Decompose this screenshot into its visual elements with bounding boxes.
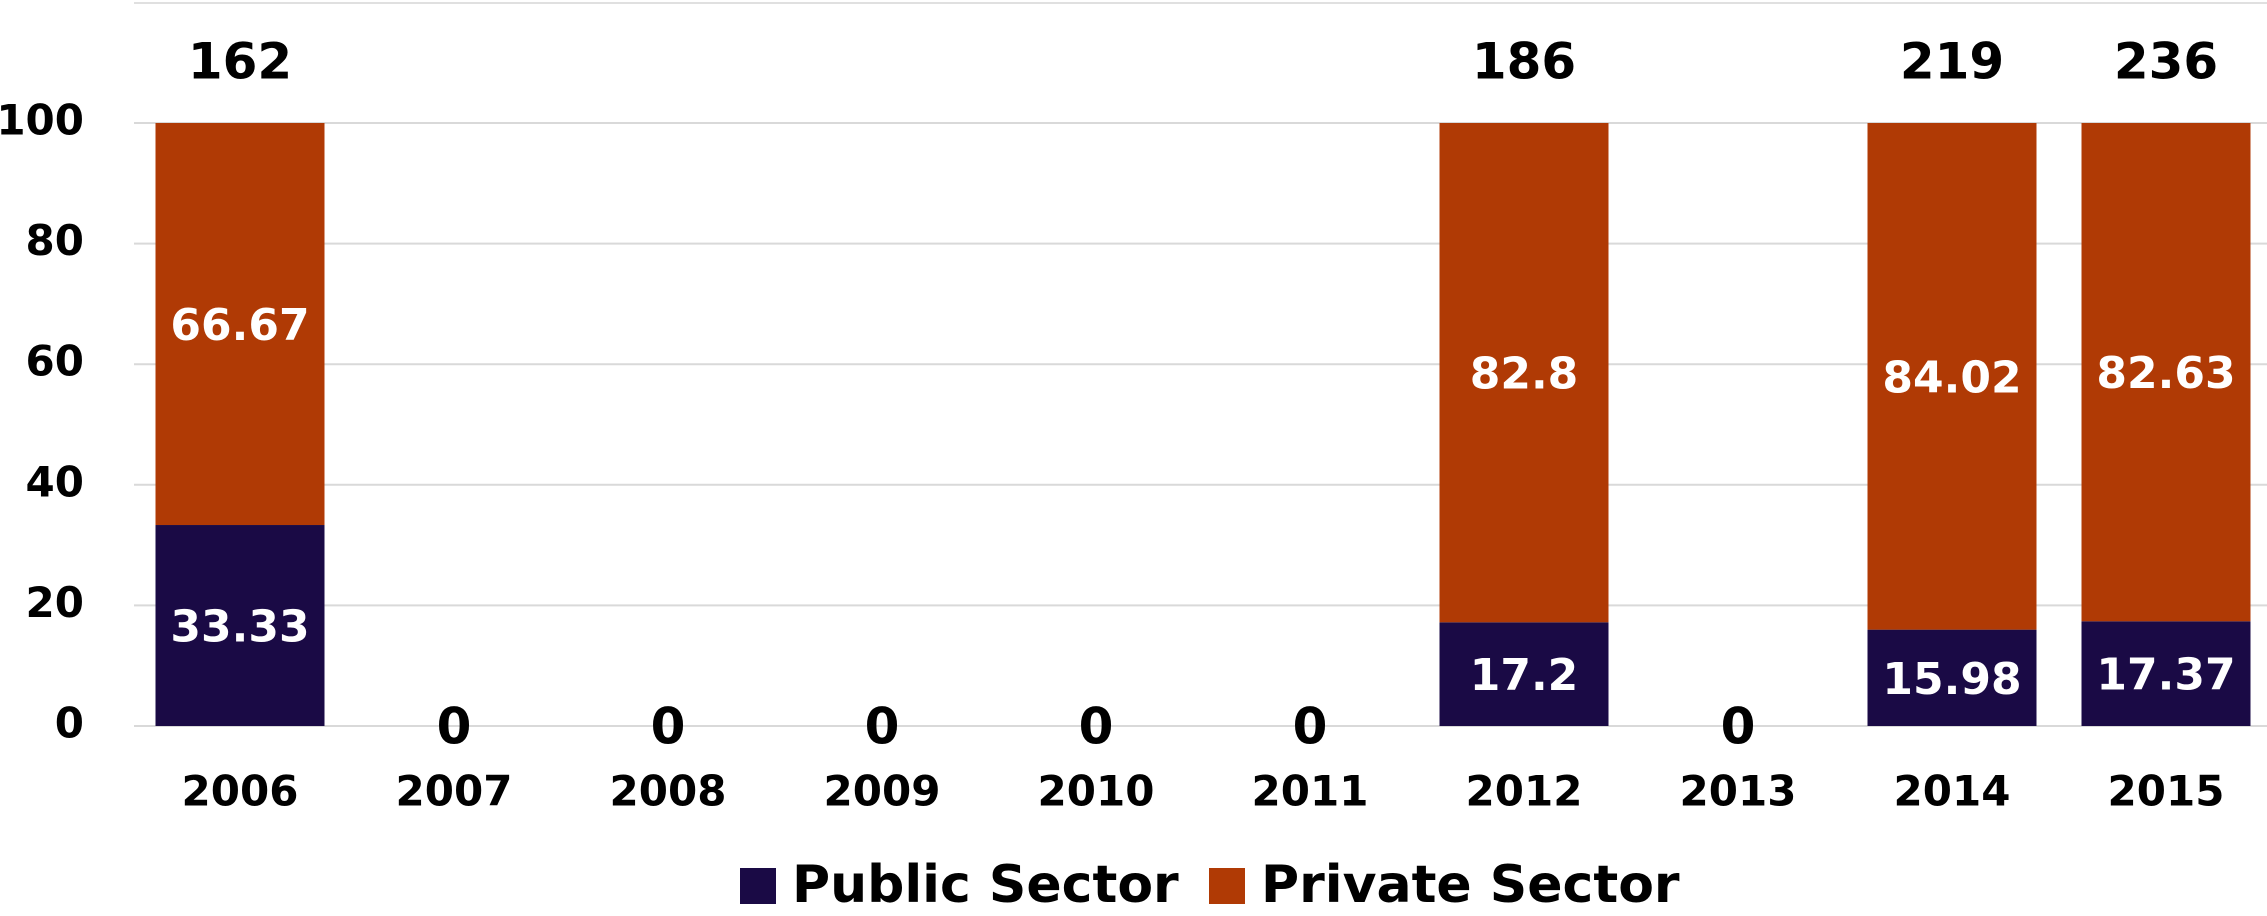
y-tick-label: 60 xyxy=(26,337,84,386)
y-tick-label: 80 xyxy=(26,216,84,265)
x-tick-label: 2007 xyxy=(396,767,513,816)
x-tick-label: 2015 xyxy=(2108,767,2225,816)
total-label: 0 xyxy=(651,698,686,756)
value-label: 66.67 xyxy=(170,300,309,351)
x-tick-label: 2010 xyxy=(1038,767,1155,816)
total-label: 236 xyxy=(2114,33,2218,91)
bar-segment xyxy=(2081,621,2251,726)
total-label: 0 xyxy=(865,698,900,756)
bar-segment xyxy=(1439,622,1609,726)
total-label: 219 xyxy=(1900,33,2004,91)
value-label: 15.98 xyxy=(1882,654,2021,705)
total-label: 162 xyxy=(188,33,292,91)
bar-segment xyxy=(155,525,325,726)
total-label: 0 xyxy=(1721,698,1756,756)
value-label: 17.2 xyxy=(1470,650,1579,701)
y-tick-label: 20 xyxy=(26,578,84,627)
legend-swatch xyxy=(740,868,776,904)
value-label: 84.02 xyxy=(1882,352,2021,403)
legend-label: Private Sector xyxy=(1261,855,1680,915)
x-tick-label: 2014 xyxy=(1894,767,2011,816)
value-label: 82.63 xyxy=(2096,348,2235,399)
x-tick-label: 2006 xyxy=(182,767,299,816)
x-tick-label: 2008 xyxy=(610,767,727,816)
legend-swatch xyxy=(1209,868,1245,904)
total-label: 0 xyxy=(1293,698,1328,756)
value-label: 82.8 xyxy=(1470,349,1579,400)
bar-segment xyxy=(1439,123,1609,623)
x-tick-label: 2012 xyxy=(1466,767,1583,816)
y-tick-label: 0 xyxy=(55,699,84,748)
x-tick-label: 2011 xyxy=(1252,767,1369,816)
value-label: 17.37 xyxy=(2096,650,2235,701)
value-label: 33.33 xyxy=(170,602,309,653)
total-label: 0 xyxy=(437,698,472,756)
x-tick-label: 2013 xyxy=(1680,767,1797,816)
total-label: 186 xyxy=(1472,33,1576,91)
bar-segment xyxy=(2081,123,2251,622)
bar-segment xyxy=(1867,123,2037,630)
legend-label: Public Sector xyxy=(792,855,1179,915)
y-tick-label: 100 xyxy=(0,96,84,145)
x-tick-label: 2009 xyxy=(824,767,941,816)
total-label: 0 xyxy=(1079,698,1114,756)
y-tick-label: 40 xyxy=(26,457,84,506)
bar-segment xyxy=(1867,629,2037,726)
bar-segment xyxy=(155,123,325,526)
